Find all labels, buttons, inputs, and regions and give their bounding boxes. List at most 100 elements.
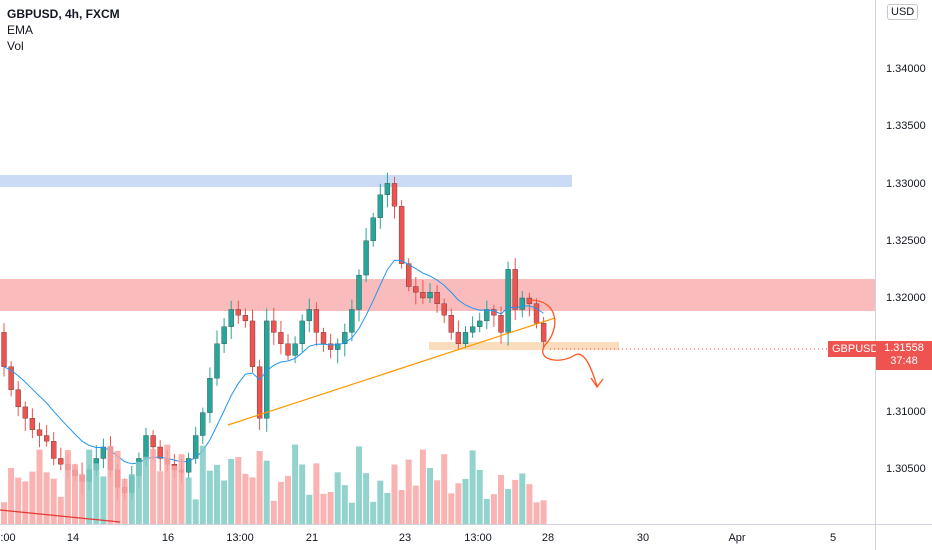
chart-legend[interactable]: GBPUSD, 4h, FXCM EMA Vol	[7, 6, 120, 54]
chart-pane[interactable]	[0, 0, 875, 524]
volume-bar	[114, 450, 121, 524]
volume-bar	[263, 460, 270, 524]
price-tick: 1.31000	[886, 406, 926, 418]
indicator-vol-label[interactable]: Vol	[7, 39, 24, 53]
candle-body	[1, 332, 7, 367]
volume-bar	[206, 470, 213, 524]
candle-body	[498, 315, 504, 333]
volume-bar	[448, 493, 455, 524]
volume-bar	[185, 477, 192, 524]
candle-body	[356, 274, 362, 310]
candle-body	[157, 446, 163, 459]
volume-bar	[476, 469, 483, 524]
candle-body	[285, 343, 291, 356]
candle-body	[43, 435, 50, 442]
candlestick-chart[interactable]	[0, 0, 875, 524]
volume-bar	[498, 474, 504, 524]
candle-body	[469, 326, 476, 333]
volume-bar	[15, 477, 22, 524]
candle-body	[214, 343, 220, 379]
time-tick: 30	[636, 532, 650, 544]
candle-body	[15, 389, 21, 408]
candle-body	[406, 263, 412, 287]
candle-body	[228, 309, 234, 327]
time-tick: 28	[541, 532, 555, 544]
candle-body	[477, 320, 483, 327]
time-tick: 14	[66, 532, 80, 544]
symbol-title[interactable]: GBPUSD, 4h, FXCM	[7, 7, 120, 21]
volume-bar	[469, 450, 476, 524]
time-axis[interactable]: :00 14 16 13:00 21 23 13:00 28 30 Apr 5	[0, 524, 875, 550]
time-tick: 5	[829, 532, 837, 544]
volume-bar	[533, 502, 540, 524]
ema-line	[3, 259, 544, 465]
volume-bar	[540, 500, 547, 524]
volume-bar	[270, 500, 277, 524]
volume-bar	[363, 473, 370, 524]
candle-body	[434, 292, 440, 304]
volume-bar	[334, 472, 341, 524]
candle-body	[150, 435, 156, 448]
volume-bar	[121, 479, 128, 524]
last-price-tag: 1.31558 37:48	[876, 341, 932, 370]
volume-bar	[93, 463, 100, 524]
time-tick: 21	[305, 532, 319, 544]
candle-body	[271, 320, 277, 333]
candle-body	[242, 315, 249, 322]
price-tick: 1.30500	[886, 463, 926, 475]
candle-body	[462, 332, 469, 344]
volume-bar	[341, 485, 348, 524]
time-tick: Apr	[728, 532, 746, 544]
volume-bar	[526, 484, 533, 524]
candle-body	[51, 441, 57, 459]
price-axis[interactable]: 1 USD 1.34000 1.33500 1.33000 1.32500 1.…	[875, 0, 932, 524]
candle-body	[505, 269, 511, 333]
volume-bar	[277, 481, 284, 524]
volume-bar	[519, 473, 526, 524]
candle-body	[349, 309, 355, 333]
price-tick: 1.33000	[886, 178, 926, 190]
volume-bar	[462, 478, 469, 524]
candle-body	[292, 343, 298, 356]
candle-body	[377, 194, 383, 218]
candle-body	[448, 315, 454, 333]
candle-body	[8, 366, 14, 390]
candle-body	[519, 297, 525, 310]
volume-bar	[178, 454, 185, 524]
currency-button[interactable]: USD	[887, 4, 919, 20]
candle-body	[540, 323, 547, 342]
volume-bar	[412, 485, 419, 524]
volume-bar	[299, 464, 306, 524]
candle-body	[58, 458, 64, 465]
candle-body	[398, 206, 405, 264]
candle-body	[484, 309, 490, 322]
candle-body	[207, 378, 213, 413]
candle-body	[264, 320, 270, 419]
axis-corner	[875, 524, 932, 550]
last-price-value: 1.31558	[884, 342, 924, 354]
time-tick: 13:00	[226, 532, 254, 544]
candle-body	[143, 435, 149, 459]
last-price-symbol-label: GBPUSD	[828, 341, 883, 357]
candle-body	[320, 332, 327, 344]
volume-bar	[57, 496, 64, 524]
volume-bar	[150, 449, 157, 524]
price-tick: 1.32000	[886, 292, 926, 304]
candle-body	[427, 292, 433, 299]
candle-body	[299, 320, 305, 344]
candle-body	[193, 435, 199, 459]
volume-bar	[505, 488, 512, 524]
candle-body	[533, 303, 540, 324]
indicator-ema-label[interactable]: EMA	[7, 23, 34, 37]
candle-body	[36, 429, 43, 436]
time-tick: 13:00	[464, 532, 492, 544]
rising-trendline	[227, 317, 556, 426]
volume-bar	[164, 444, 171, 524]
candle-body	[342, 332, 348, 344]
price-tick: 1.33500	[886, 120, 926, 132]
candle-body	[306, 309, 312, 322]
volume-bar	[483, 498, 490, 524]
volume-bar	[490, 494, 497, 524]
volume-bar	[348, 502, 355, 524]
volume-bar	[377, 480, 384, 524]
